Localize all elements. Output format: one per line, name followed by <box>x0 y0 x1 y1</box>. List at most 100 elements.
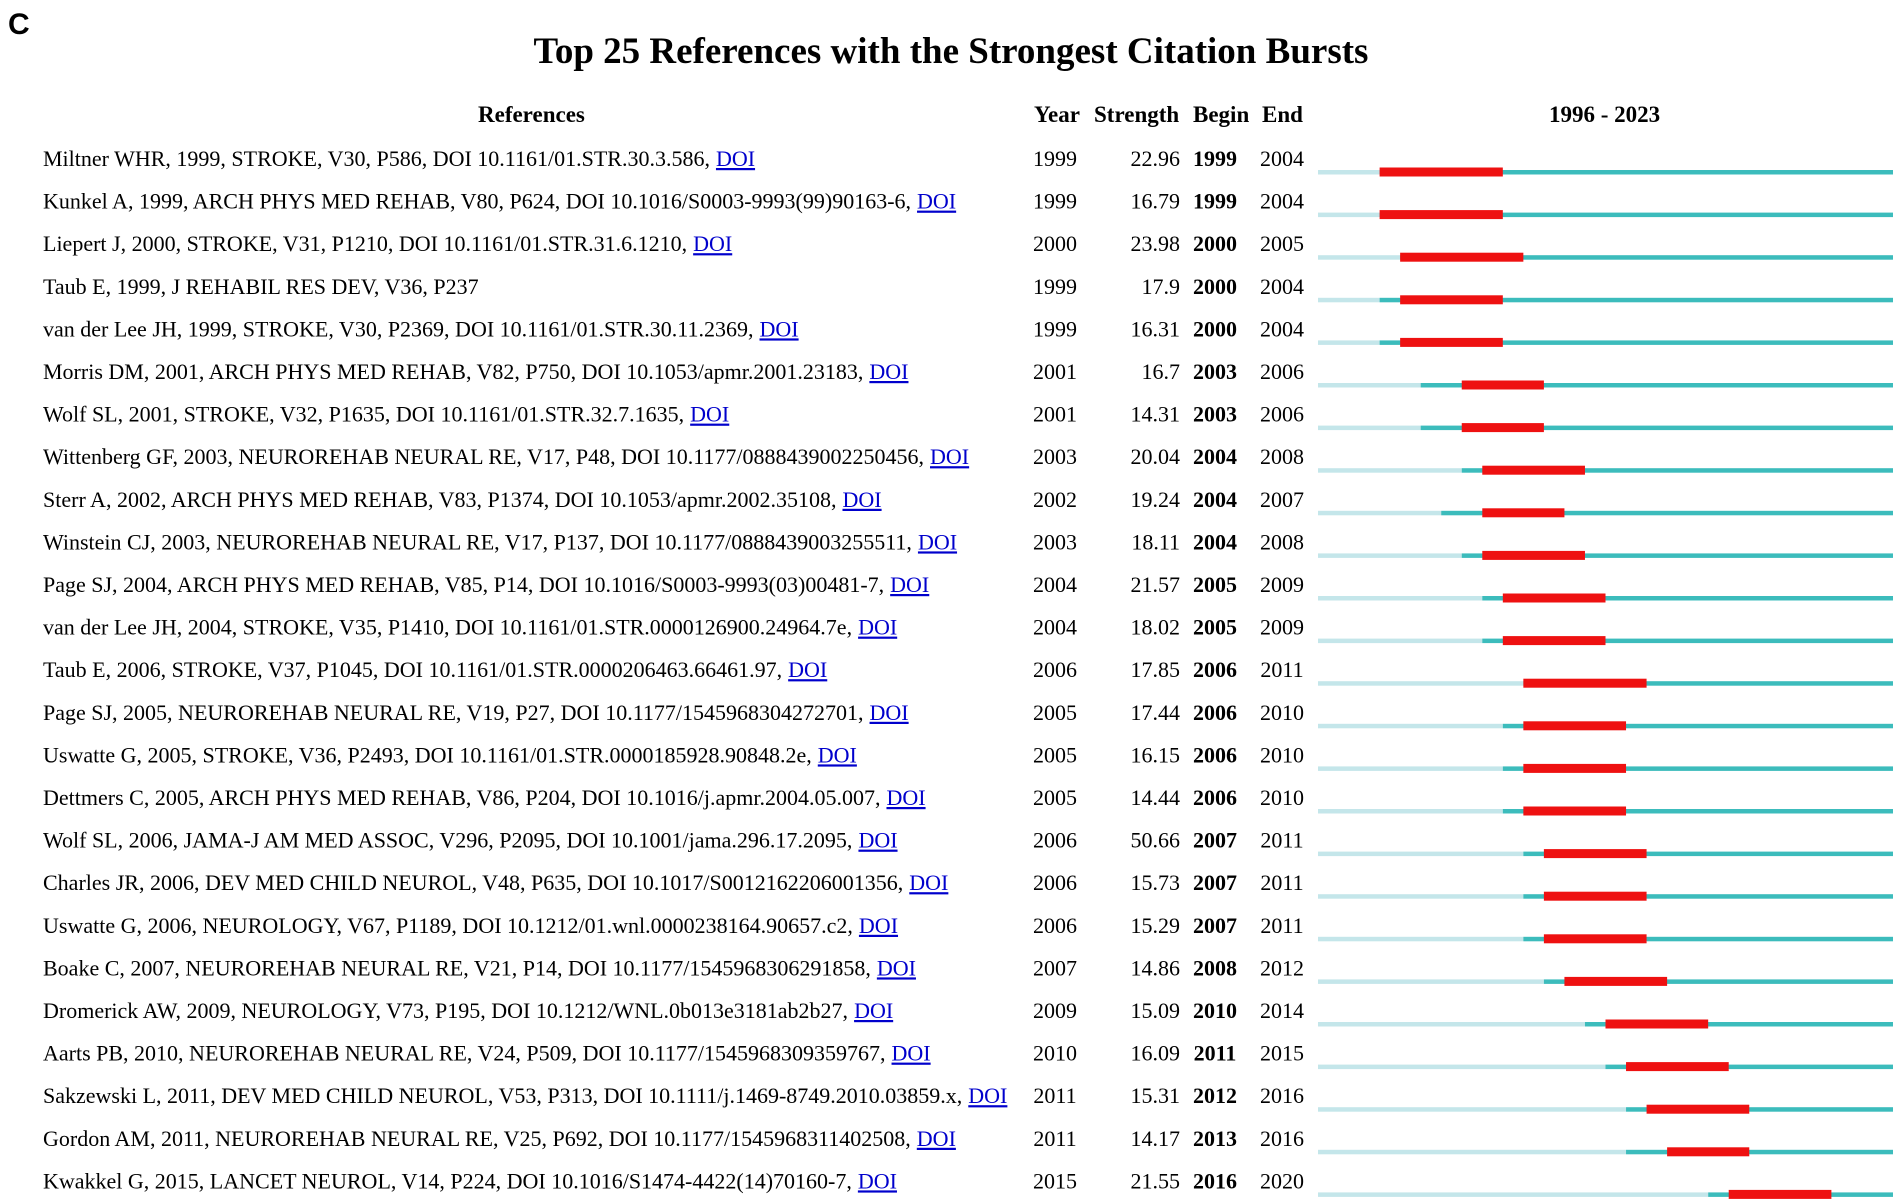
year-cell: 2002 <box>1033 487 1077 512</box>
end-cell: 2011 <box>1260 870 1303 895</box>
burst-bar <box>1379 167 1503 177</box>
timeline-pre <box>1318 340 1380 345</box>
burst-bar <box>1400 252 1524 262</box>
doi-link[interactable]: DOI <box>877 955 916 980</box>
end-cell: 2004 <box>1260 189 1304 214</box>
doi-link[interactable]: DOI <box>690 402 729 427</box>
burst-bar <box>1523 678 1647 688</box>
timeline-pre <box>1318 297 1380 303</box>
strength-cell: 18.02 <box>1131 615 1181 640</box>
strength-cell: 14.86 <box>1131 955 1181 980</box>
timeline-pre <box>1318 468 1462 473</box>
year-cell: 2011 <box>1033 1083 1076 1108</box>
timeline-pre <box>1318 766 1503 771</box>
reference-text: Morris DM, 2001, ARCH PHYS MED REHAB, V8… <box>43 359 863 384</box>
doi-link[interactable]: DOI <box>859 913 898 938</box>
doi-link[interactable]: DOI <box>818 742 857 767</box>
end-cell: 2005 <box>1260 231 1304 256</box>
reference-text: Wittenberg GF, 2003, NEUROREHAB NEURAL R… <box>43 444 924 469</box>
doi-link[interactable]: DOI <box>890 572 929 597</box>
year-cell: 2001 <box>1033 402 1077 427</box>
doi-link[interactable]: DOI <box>788 657 827 682</box>
reference-text: Sterr A, 2002, ARCH PHYS MED REHAB, V83,… <box>43 487 836 512</box>
end-cell: 2009 <box>1260 615 1304 640</box>
begin-cell: 2004 <box>1193 487 1237 512</box>
strength-cell: 22.96 <box>1131 146 1181 171</box>
begin-cell: 2006 <box>1193 742 1237 767</box>
strength-cell: 50.66 <box>1131 828 1181 853</box>
begin-cell: 2011 <box>1194 1041 1237 1066</box>
doi-link[interactable]: DOI <box>858 1168 897 1193</box>
header-year: Year <box>1034 102 1080 127</box>
end-cell: 2008 <box>1260 444 1304 469</box>
header-timeline: 1996 - 2023 <box>1549 102 1661 127</box>
strength-cell: 16.79 <box>1131 189 1181 214</box>
doi-link[interactable]: DOI <box>854 998 893 1023</box>
end-cell: 2010 <box>1260 785 1304 810</box>
year-cell: 2001 <box>1033 359 1077 384</box>
end-cell: 2014 <box>1260 998 1304 1023</box>
doi-link[interactable]: DOI <box>886 785 925 810</box>
doi-link[interactable]: DOI <box>917 189 956 214</box>
begin-cell: 1999 <box>1193 146 1237 171</box>
reference-text: Boake C, 2007, NEUROREHAB NEURAL RE, V21… <box>43 955 871 980</box>
header-begin: Begin <box>1193 102 1250 127</box>
strength-cell: 16.15 <box>1131 742 1181 767</box>
reference-text: Aarts PB, 2010, NEUROREHAB NEURAL RE, V2… <box>43 1041 886 1066</box>
year-cell: 2003 <box>1033 444 1077 469</box>
burst-bar <box>1543 934 1647 944</box>
year-cell: 2015 <box>1033 1168 1077 1193</box>
strength-cell: 17.44 <box>1131 700 1181 725</box>
doi-link[interactable]: DOI <box>842 487 881 512</box>
doi-link[interactable]: DOI <box>716 146 755 171</box>
doi-link[interactable]: DOI <box>870 700 909 725</box>
begin-cell: 2004 <box>1193 444 1237 469</box>
begin-cell: 2007 <box>1193 828 1237 853</box>
begin-cell: 2000 <box>1193 274 1237 299</box>
reference-text: Dromerick AW, 2009, NEUROLOGY, V73, P195… <box>43 998 848 1023</box>
doi-link[interactable]: DOI <box>917 1126 956 1151</box>
burst-bar <box>1461 423 1544 433</box>
burst-bar <box>1400 337 1503 347</box>
year-cell: 2009 <box>1033 998 1077 1023</box>
timeline-pre <box>1318 851 1524 857</box>
doi-link[interactable]: DOI <box>858 828 897 853</box>
reference-text: Liepert J, 2000, STROKE, V31, P1210, DOI… <box>43 231 687 256</box>
reference-text: Winstein CJ, 2003, NEUROREHAB NEURAL RE,… <box>43 529 912 554</box>
reference-text: Miltner WHR, 1999, STROKE, V30, P586, DO… <box>43 146 710 171</box>
burst-bar <box>1482 508 1565 518</box>
timeline-pre <box>1318 1149 1627 1155</box>
reference-text: Charles JR, 2006, DEV MED CHILD NEUROL, … <box>43 870 903 895</box>
doi-link[interactable]: DOI <box>869 359 908 384</box>
year-cell: 2003 <box>1033 529 1077 554</box>
year-cell: 2000 <box>1033 231 1077 256</box>
reference-text: Sakzewski L, 2011, DEV MED CHILD NEUROL,… <box>43 1083 962 1108</box>
begin-cell: 2005 <box>1193 572 1237 597</box>
doi-link[interactable]: DOI <box>892 1041 931 1066</box>
begin-cell: 2003 <box>1193 359 1237 384</box>
doi-link[interactable]: DOI <box>968 1083 1007 1108</box>
doi-link[interactable]: DOI <box>918 529 957 554</box>
end-cell: 2011 <box>1260 828 1303 853</box>
timeline-pre <box>1318 383 1421 388</box>
timeline-pre <box>1318 510 1442 516</box>
reference-text: van der Lee JH, 2004, STROKE, V35, P1410… <box>43 615 852 640</box>
year-cell: 2006 <box>1033 828 1077 853</box>
end-cell: 2010 <box>1260 700 1304 725</box>
begin-cell: 2006 <box>1193 657 1237 682</box>
doi-link[interactable]: DOI <box>693 231 732 256</box>
doi-link[interactable]: DOI <box>909 870 948 895</box>
doi-link[interactable]: DOI <box>930 444 969 469</box>
doi-link[interactable]: DOI <box>760 316 799 341</box>
doi-link[interactable]: DOI <box>858 615 897 640</box>
strength-cell: 16.09 <box>1131 1041 1181 1066</box>
timeline-active <box>1584 1022 1893 1027</box>
strength-cell: 21.57 <box>1131 572 1181 597</box>
strength-cell: 15.09 <box>1131 998 1181 1023</box>
timeline-pre <box>1318 170 1380 175</box>
timeline-pre <box>1318 681 1524 686</box>
strength-cell: 19.24 <box>1131 487 1181 512</box>
strength-cell: 15.31 <box>1131 1083 1181 1108</box>
burst-bar <box>1667 1147 1750 1157</box>
end-cell: 2007 <box>1260 487 1304 512</box>
